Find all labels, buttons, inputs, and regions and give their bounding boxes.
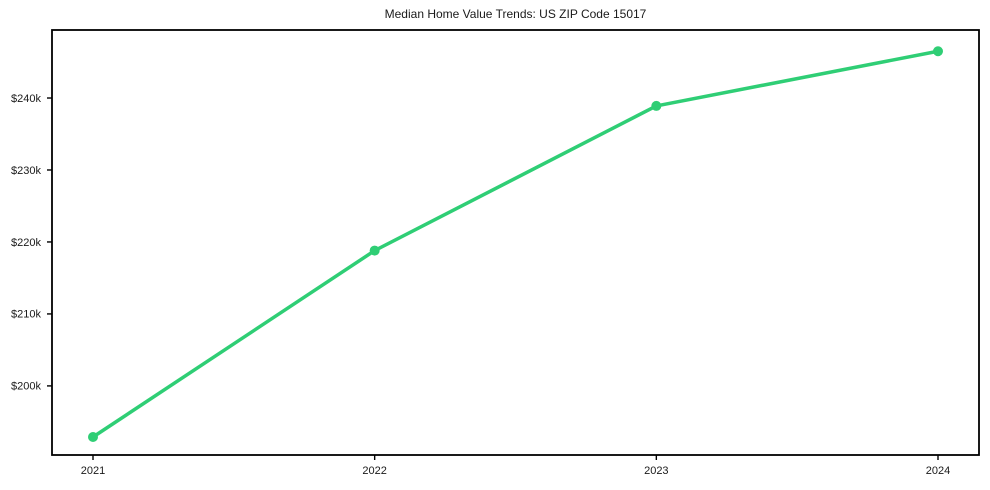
chart-title: Median Home Value Trends: US ZIP Code 15… — [384, 7, 647, 21]
y-axis-tick-label: $240k — [11, 93, 41, 105]
data-point-2022 — [369, 245, 380, 256]
y-axis-tick-label: $220k — [11, 237, 41, 249]
x-axis-tick-label: 2022 — [362, 465, 386, 477]
data-point-2024 — [933, 46, 943, 57]
plot-border — [51, 29, 980, 456]
trend-line — [91, 49, 940, 439]
y-axis-tick-label: $210k — [11, 309, 41, 321]
data-point-2021 — [88, 432, 98, 443]
x-axis-tick-label: 2024 — [926, 465, 950, 477]
y-axis-tick-label: $200k — [11, 381, 41, 393]
data-point-2023 — [651, 100, 662, 111]
x-axis-tick-label: 2023 — [644, 465, 668, 477]
y-axis-tick-label: $230k — [11, 165, 41, 177]
x-axis-tick-label: 2021 — [81, 465, 105, 477]
